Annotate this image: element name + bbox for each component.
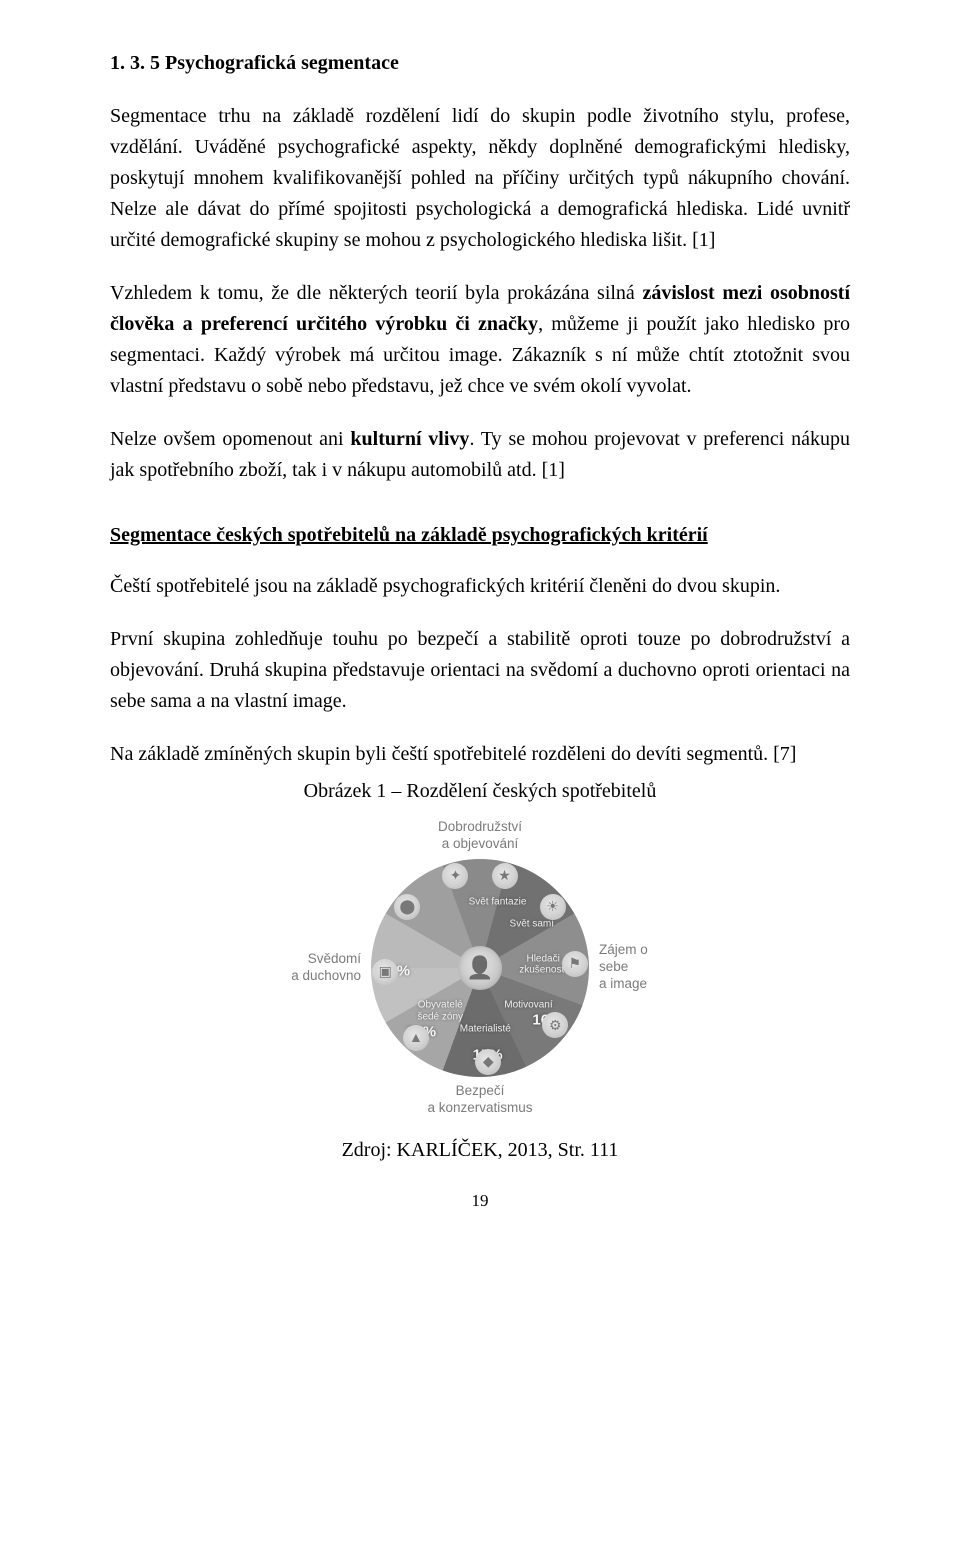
paragraph-3: Nelze ovšem opomenout ani kulturní vlivy… (110, 424, 850, 486)
pie-slice-icon: ▣ (372, 959, 398, 985)
axis-label-left: Svědomía duchovno (280, 951, 361, 985)
pie-slice-label: Svět fantazie (469, 897, 527, 909)
p3-pre: Nelze ovšem opomenout ani (110, 428, 350, 450)
pie-slice-icon: ☀ (540, 894, 566, 920)
pie-slice-icon: ⚙ (542, 1012, 568, 1038)
pie-slice-label: Materialisté (460, 1023, 511, 1035)
pie-slice-icon: ⚑ (562, 951, 588, 977)
figure-source: Zdroj: KARLÍČEK, 2013, Str. 111 (110, 1135, 850, 1166)
page-number: 19 (110, 1188, 850, 1214)
subsection-heading: Segmentace českých spotřebitelů na zákla… (110, 520, 850, 551)
pie-slice-label: Svět samí (510, 919, 554, 931)
axis-label-bottom: Bezpečía konzervatismus (280, 1083, 680, 1117)
pie-center-icon: 👤 (458, 946, 502, 990)
pie-slice-icon: ★ (492, 863, 518, 889)
axis-label-right: Zájem o sebea image (599, 942, 680, 993)
figure-caption: Obrázek 1 – Rozdělení českých spotřebite… (110, 776, 850, 807)
axis-label-top: Dobrodružstvía objevování (280, 819, 680, 853)
pie-slice-icon: ⬤ (394, 894, 420, 920)
pie-slice-icon: ◆ (475, 1049, 501, 1075)
pie-slice-icon: ✦ (442, 863, 468, 889)
paragraph-5: První skupina zohledňuje touhu po bezpeč… (110, 624, 850, 717)
pie-disc: Svět fantazie ★ Svět samí☀ Hledačizkušenost… (371, 859, 589, 1077)
paragraph-2: Vzhledem k tomu, že dle některých teorií… (110, 278, 850, 402)
paragraph-4: Čeští spotřebitelé jsou na základě psych… (110, 571, 850, 602)
section-heading: 1. 3. 5 Psychografická segmentace (110, 48, 850, 79)
pie-slice-label: Hledačizkušeností (519, 953, 567, 976)
paragraph-1: Segmentace trhu na základě rozdělení lid… (110, 101, 850, 256)
p2-pre: Vzhledem k tomu, že dle některých teorií… (110, 282, 642, 304)
p3-bold: kulturní vlivy (350, 428, 469, 450)
pie-slice-icon: ▲ (403, 1025, 429, 1051)
figure-pie-chart: Dobrodružstvía objevování Svědomía ducho… (280, 819, 680, 1117)
pie-slice-label: Obyvateléšedé zóny (417, 1000, 463, 1023)
paragraph-6: Na základě zmíněných skupin byli čeští s… (110, 739, 850, 770)
